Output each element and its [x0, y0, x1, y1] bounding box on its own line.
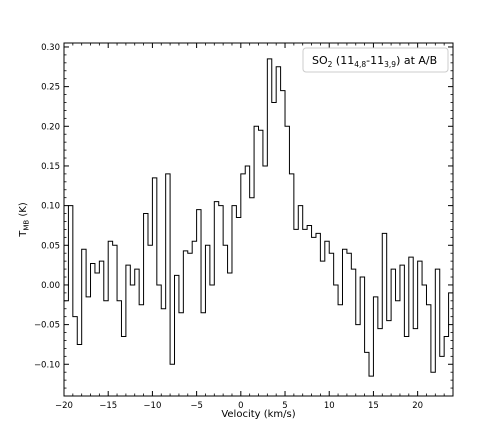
y-tick-label-6: 0.20 [41, 122, 60, 132]
y-axis-label: TMB (K) [18, 202, 31, 238]
legend-part-0-sub: 2 [328, 60, 333, 69]
y-tick-label-0: −0.10 [34, 360, 60, 370]
y-tick-label-7: 0.25 [41, 83, 60, 93]
y-axis-label-sub: MB [23, 220, 31, 231]
y-tick-label-5: 0.15 [41, 162, 60, 172]
x-tick-label-0: −20 [55, 401, 73, 411]
x-tick-label-8: 20 [412, 401, 423, 411]
x-tick-label-2: −10 [143, 401, 161, 411]
y-tick-label-8: 0.30 [41, 43, 60, 53]
legend-part-2: -11 [366, 54, 384, 67]
y-tick-label-4: 0.10 [41, 202, 60, 212]
y-axis-label-unit: (K) [18, 202, 29, 220]
legend-text: SO2 (114,8-113,9) at A/B [312, 54, 437, 69]
legend-part-0: SO [312, 54, 328, 67]
legend-part-1: (11 [332, 54, 354, 67]
legend-part-2-sub: 3,9 [384, 60, 396, 69]
y-tick-label-1: −0.05 [34, 321, 60, 331]
y-axis-label-main: T [18, 230, 29, 238]
legend-part-1-sub: 4,8 [354, 60, 366, 69]
x-tick-label-5: 5 [282, 401, 287, 411]
axis-ticks: −20 −15 −10 −5 0 5 10 15 20 −0.10 −0.05 0.00 0.05 0.1… [34, 43, 454, 411]
y-tick-label-3: 0.05 [41, 241, 60, 251]
y-tick-label-2: 0.00 [41, 281, 60, 291]
legend: SO2 (114,8-113,9) at A/B [302, 47, 449, 73]
plot-frame [63, 42, 454, 397]
x-axis-label: Velocity (km/s) [221, 409, 295, 420]
x-tick-label-3: −5 [190, 401, 203, 411]
x-tick-label-4: 0 [238, 401, 243, 411]
legend-box [302, 47, 449, 73]
x-tick-label-1: −15 [99, 401, 117, 411]
x-tick-label-6: 10 [324, 401, 335, 411]
x-tick-label-7: 15 [368, 401, 379, 411]
spectrum-line [64, 58, 453, 377]
legend-part-3: ) at A/B [396, 54, 437, 67]
